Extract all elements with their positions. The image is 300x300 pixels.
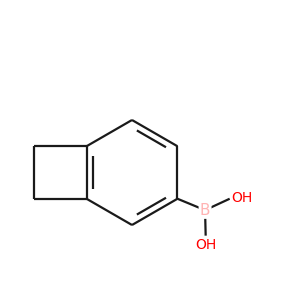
Text: B: B [200,202,210,217]
Text: OH: OH [231,191,252,205]
Text: OH: OH [195,238,216,252]
